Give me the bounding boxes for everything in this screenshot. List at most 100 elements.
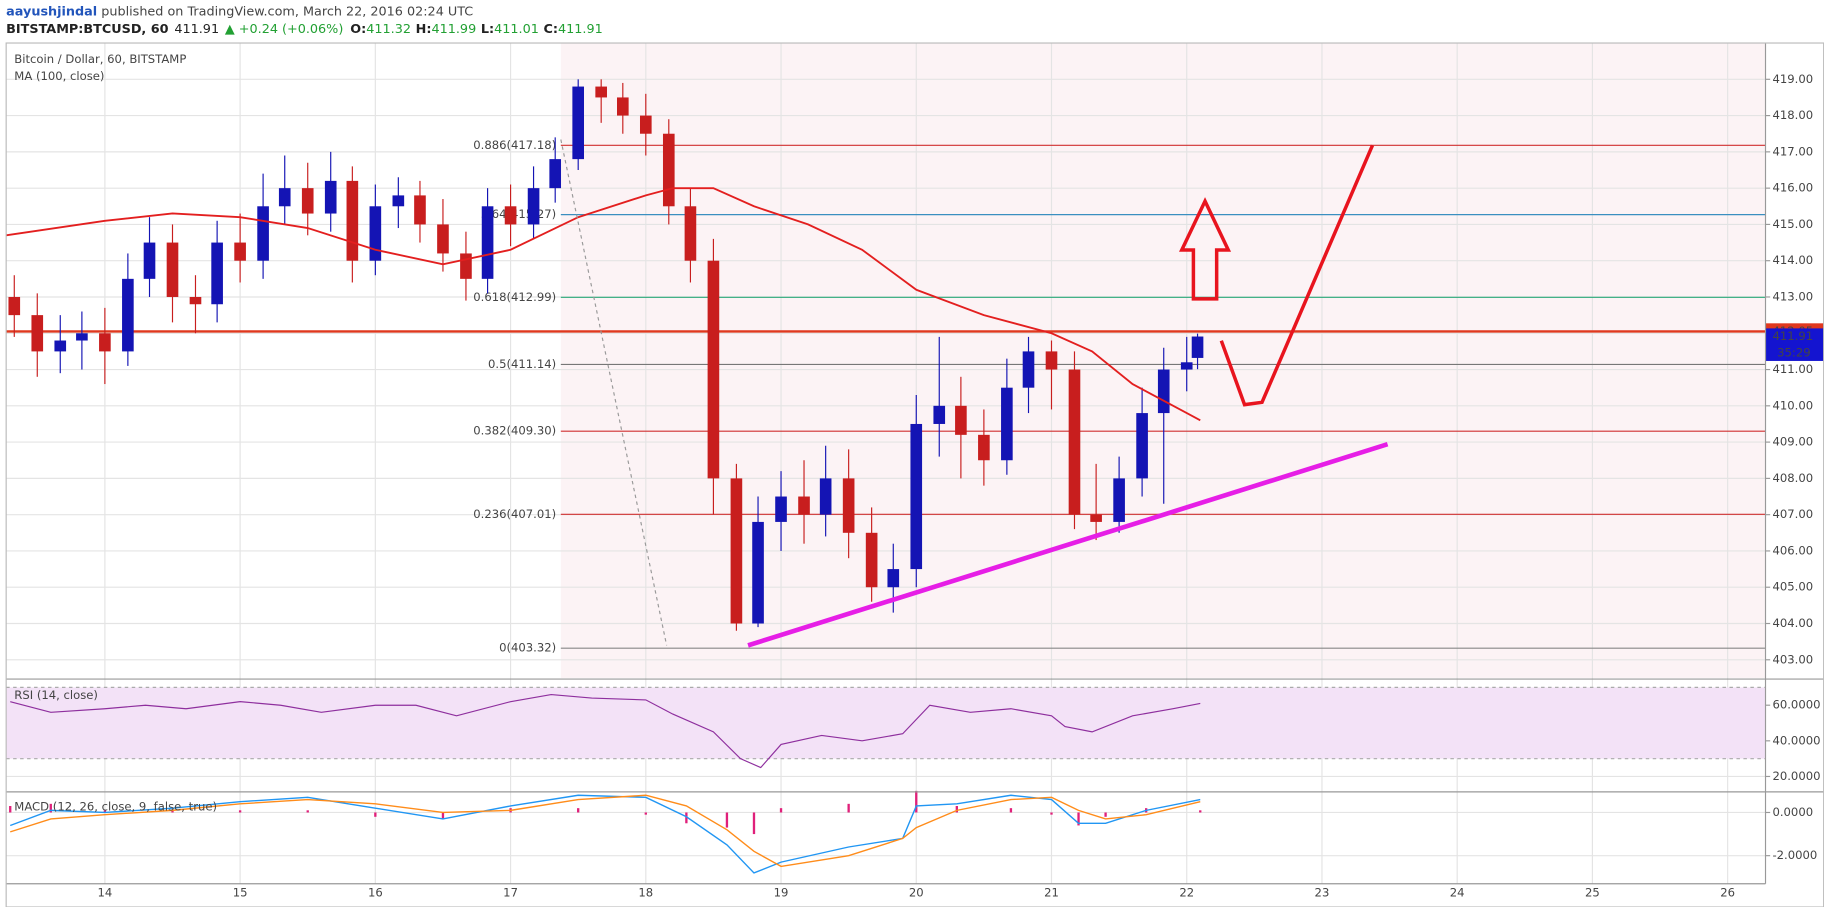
signal-line xyxy=(10,794,1201,868)
plot: 14 15 16 17 18 19 20 21 22 23 24 25 26 403.00 404.00 40… xyxy=(6,72,1824,900)
x-tick-label: 21 xyxy=(1044,886,1059,900)
candle-body xyxy=(775,496,787,522)
candle-body xyxy=(31,315,44,352)
y-tick-label: 20.0000 xyxy=(1772,769,1820,783)
y-tick-label: 405.00 xyxy=(1772,580,1813,594)
y-tick-label: 419.00 xyxy=(1772,72,1813,86)
candle-body xyxy=(1022,351,1035,388)
candle-body xyxy=(234,242,246,261)
ohlc-label: O: xyxy=(350,22,366,37)
ohlc-label: L: xyxy=(481,22,494,37)
last-price-tag xyxy=(1765,328,1824,361)
candle-body xyxy=(1001,387,1013,461)
rsi-title: RSI (14, close) xyxy=(14,688,98,702)
candle-body xyxy=(730,478,743,624)
fib-label: 0(403.32) xyxy=(499,641,556,655)
candle-body xyxy=(460,253,472,279)
y-tick-label: 406.00 xyxy=(1772,543,1813,557)
candle-body xyxy=(122,278,134,352)
candle-body xyxy=(481,206,494,279)
candle-body xyxy=(549,159,562,189)
countdown: 35:29 xyxy=(1777,345,1810,359)
candle-body xyxy=(978,434,990,461)
header: aayushjindal published on TradingView.co… xyxy=(6,4,603,36)
symbol: BITSTAMP:BTCUSD, 60 xyxy=(6,22,168,37)
candle-body xyxy=(99,333,111,352)
candle-body xyxy=(865,532,878,588)
candle-body xyxy=(369,206,382,261)
x-tick-label: 26 xyxy=(1720,886,1735,900)
candle-body xyxy=(527,188,540,225)
histogram-bar xyxy=(1050,812,1053,815)
candle-body xyxy=(392,195,405,207)
candle-body xyxy=(1136,413,1148,479)
y-tick-label: 417.00 xyxy=(1772,144,1813,158)
y-tick-label: 404.00 xyxy=(1772,616,1813,630)
projection xyxy=(1219,144,1375,407)
candle-body xyxy=(324,180,337,214)
candle-body xyxy=(54,340,67,352)
histogram-bar xyxy=(49,803,52,813)
x-tick-label: 24 xyxy=(1450,886,1465,900)
histogram-bar xyxy=(779,808,783,813)
histogram-bar xyxy=(1009,808,1013,813)
x-tick-label: 19 xyxy=(774,886,789,900)
y-tick-label: 415.00 xyxy=(1772,217,1813,231)
candle-body xyxy=(189,296,202,305)
candle-body xyxy=(257,206,269,261)
candle-body xyxy=(1157,369,1170,414)
candle-body xyxy=(1180,362,1193,370)
histogram-bar xyxy=(238,810,242,813)
candle-body xyxy=(1191,336,1204,358)
header-line-2: BITSTAMP:BTCUSD, 60 411.91 ▲ +0.24 (+0.06%… xyxy=(6,22,603,37)
candle-body xyxy=(278,188,291,207)
candle-body xyxy=(76,333,88,341)
candle-body xyxy=(684,206,697,261)
x-tick-label: 22 xyxy=(1179,886,1194,900)
candle-body xyxy=(1045,351,1058,370)
histogram-bar xyxy=(847,803,850,813)
histogram-bar xyxy=(752,812,756,835)
main-title: Bitcoin / Dollar, 60, BITSTAMP xyxy=(14,52,186,66)
histogram-bar xyxy=(915,790,918,813)
histogram-bar xyxy=(1077,812,1080,826)
published: published on TradingView.com, March 22, … xyxy=(97,4,473,19)
candle-body xyxy=(933,405,946,424)
candle-body xyxy=(1090,514,1102,522)
candle-body xyxy=(752,521,764,624)
histogram-bar xyxy=(955,806,958,813)
histogram-bar xyxy=(1199,810,1202,813)
y-tick-label: -2.0000 xyxy=(1772,848,1817,862)
histogram-bar xyxy=(9,806,12,813)
x-tick-label: 25 xyxy=(1585,886,1600,900)
y-tick-label: 410.00 xyxy=(1772,398,1813,412)
candle-body xyxy=(798,496,810,515)
rsi-band xyxy=(6,687,1766,759)
histogram-bar xyxy=(577,808,580,813)
y-tick-label: 403.00 xyxy=(1772,652,1813,666)
candle-body xyxy=(819,478,832,515)
x-tick-label: 15 xyxy=(233,886,248,900)
macd-title: MACD (12, 26, close, 9, false, true) xyxy=(14,799,217,813)
candle-body xyxy=(437,224,449,254)
histogram-bar xyxy=(171,810,174,813)
last: 411.91 xyxy=(174,22,219,37)
y-tick-label: 0.0000 xyxy=(1772,805,1813,819)
histogram-bar xyxy=(306,810,309,813)
candle-body xyxy=(910,423,923,570)
candle-body xyxy=(166,242,179,297)
y-tick-label: 413.00 xyxy=(1772,289,1813,303)
candle-body xyxy=(1068,369,1081,515)
candle-body xyxy=(143,242,156,279)
candle-body xyxy=(1113,478,1125,522)
x-tick-label: 16 xyxy=(368,886,383,900)
up-arrow xyxy=(1179,197,1232,301)
candle-body xyxy=(616,97,629,116)
candle-body xyxy=(414,195,426,225)
x-tick-label: 23 xyxy=(1315,886,1330,900)
ohlc-value: 411.91 xyxy=(558,22,603,37)
histogram-bar xyxy=(685,812,688,824)
x-tick-label: 14 xyxy=(97,886,112,900)
macd-line xyxy=(9,794,1201,874)
y-tick-label: 414.00 xyxy=(1772,253,1813,267)
